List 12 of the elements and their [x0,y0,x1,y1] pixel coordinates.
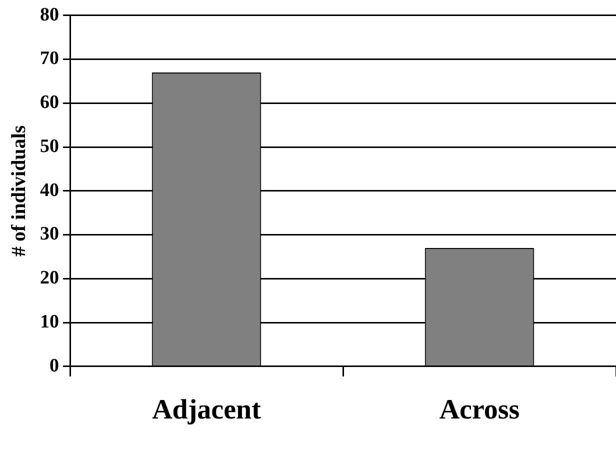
y-tick-label: 30 [40,224,59,245]
y-tick-label: 70 [40,48,59,70]
y-tick-label: 10 [40,311,59,332]
y-tick-label: 20 [40,268,59,289]
y-tick-label: 60 [40,92,59,114]
y-tick-label: 50 [40,136,59,157]
x-tick-label: Across [439,394,520,426]
y-tick-label: 0 [50,355,59,376]
x-tick-label: Adjacent [152,394,262,426]
y-axis-title: # of individuals [8,125,30,256]
y-tick-label: 80 [40,4,59,26]
y-tick-label: 40 [40,180,59,201]
